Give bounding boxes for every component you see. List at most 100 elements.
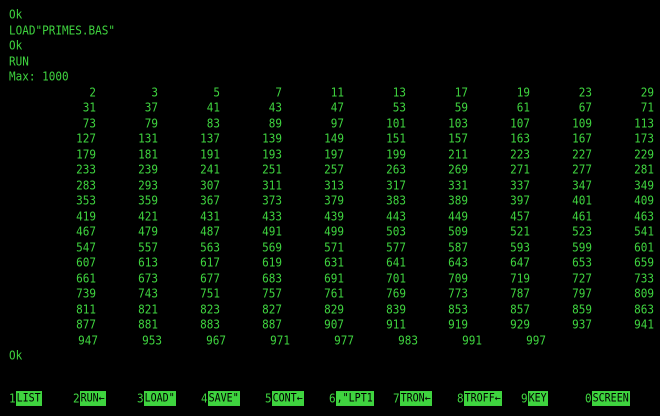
function-key-number: 7 (393, 390, 400, 406)
prime-number: 389 (448, 192, 468, 208)
function-key-8[interactable]: 8 TROFF← (457, 391, 521, 406)
function-key-9[interactable]: 9 KEY (521, 391, 585, 406)
table-row: 353 359 367 373 379 383 389 397 401 409 (9, 193, 654, 209)
function-key-number: 0 (585, 390, 592, 406)
prime-number: 59 (454, 99, 468, 115)
prime-number: 641 (386, 254, 406, 270)
prime-number: 283 (76, 177, 96, 193)
prime-number: 997 (526, 332, 546, 348)
function-key-5[interactable]: 5 CONT← (265, 391, 329, 406)
prime-number: 293 (138, 177, 158, 193)
prime-number: 359 (138, 192, 158, 208)
primes-table: 2 3 5 7 11 13 17 19 23 29 31 37 41 43 47 53 59 61 67 71 73 79… (9, 84, 654, 349)
prime-number: 937 (572, 316, 592, 332)
prime-number: 773 (448, 285, 468, 301)
prime-number: 691 (324, 270, 344, 286)
table-row: 283 293 307 311 313 317 331 337 347 349 (9, 177, 654, 194)
prime-number: 307 (200, 177, 220, 193)
function-key-6[interactable]: 6 ,"LPT1 (329, 391, 393, 406)
prime-number: 83 (206, 115, 220, 131)
prime-number: 277 (572, 161, 592, 177)
prime-number: 23 (578, 84, 592, 100)
prime-number: 499 (324, 223, 344, 239)
console-line: LOAD"PRIMES.BAS" (9, 22, 654, 39)
prime-number: 709 (448, 270, 468, 286)
function-key-number: 9 (521, 390, 528, 406)
function-key-2[interactable]: 2 RUN← (73, 391, 137, 406)
prime-number: 97 (330, 115, 344, 131)
prime-number: 67 (578, 99, 592, 115)
table-row: 661 673 677 683 691 701 709 719 727 733 (9, 270, 654, 287)
function-key-1[interactable]: 1 LIST (9, 391, 73, 406)
prime-number: 47 (330, 99, 344, 115)
prime-number: 193 (262, 146, 282, 162)
prime-number: 859 (572, 301, 592, 317)
function-key-10[interactable]: 0 SCREEN (585, 391, 649, 406)
prime-number: 479 (138, 223, 158, 239)
prime-number: 79 (144, 115, 158, 131)
function-key-4[interactable]: 4 SAVE" (201, 391, 265, 406)
function-key-number: 3 (137, 390, 144, 406)
prime-number: 347 (572, 177, 592, 193)
table-row: 73 79 83 89 97 101 103 107 109 113 (9, 115, 654, 132)
prime-number: 349 (634, 177, 654, 193)
prime-number: 607 (76, 254, 96, 270)
prime-number: 977 (334, 332, 354, 348)
prime-number: 883 (200, 316, 220, 332)
prime-number: 109 (572, 115, 592, 131)
prompt-line: Ok (9, 348, 654, 364)
prime-number: 599 (572, 239, 592, 255)
prime-number: 853 (448, 301, 468, 317)
prime-number: 19 (516, 84, 530, 100)
prime-number: 491 (262, 223, 282, 239)
function-key-7[interactable]: 7 TRON← (393, 391, 457, 406)
prime-number: 619 (262, 254, 282, 270)
prime-number: 199 (386, 146, 406, 162)
function-key-3[interactable]: 3 LOAD" (137, 391, 201, 406)
prime-number: 991 (462, 332, 482, 348)
prime-number: 223 (510, 146, 530, 162)
prime-number: 523 (572, 223, 592, 239)
prime-number: 227 (572, 146, 592, 162)
prime-number: 157 (448, 130, 468, 146)
prime-number: 37 (144, 99, 158, 115)
prime-number: 557 (138, 239, 158, 255)
function-key-label: LOAD" (143, 391, 176, 406)
prime-number: 809 (634, 285, 654, 301)
prime-number: 577 (386, 239, 406, 255)
prime-number: 127 (76, 130, 96, 146)
prime-number: 727 (572, 270, 592, 286)
prime-number: 397 (510, 192, 530, 208)
console-line-text: LOAD"PRIMES.BAS" (9, 22, 115, 38)
function-key-label: SCREEN (591, 391, 630, 406)
prime-number: 911 (386, 316, 406, 332)
prime-number: 857 (510, 301, 530, 317)
prime-number: 419 (76, 208, 96, 224)
prime-number: 311 (262, 177, 282, 193)
prime-number: 929 (510, 316, 530, 332)
prime-number: 797 (572, 285, 592, 301)
table-row: 947 953 967 971 977 983 991 997 (9, 332, 654, 349)
prime-number: 509 (448, 223, 468, 239)
prime-number: 983 (398, 332, 418, 348)
prime-number: 43 (268, 99, 282, 115)
prime-number: 257 (324, 161, 344, 177)
prime-number: 373 (262, 192, 282, 208)
prime-number: 71 (640, 99, 654, 115)
table-row: 179 181 191 193 197 199 211 223 227 229 (9, 146, 654, 163)
prime-number: 17 (454, 84, 468, 100)
prime-number: 251 (262, 161, 282, 177)
prime-number: 139 (262, 130, 282, 146)
prime-number: 107 (510, 115, 530, 131)
prime-number: 863 (634, 301, 654, 317)
function-key-number: 2 (73, 390, 80, 406)
function-key-label: TRON← (399, 391, 432, 406)
prime-number: 163 (510, 130, 530, 146)
prime-number: 271 (510, 161, 530, 177)
prime-number: 337 (510, 177, 530, 193)
prime-number: 823 (200, 301, 220, 317)
prime-number: 887 (262, 316, 282, 332)
table-row: 811 821 823 827 829 839 853 857 859 863 (9, 301, 654, 318)
prime-number: 379 (324, 192, 344, 208)
